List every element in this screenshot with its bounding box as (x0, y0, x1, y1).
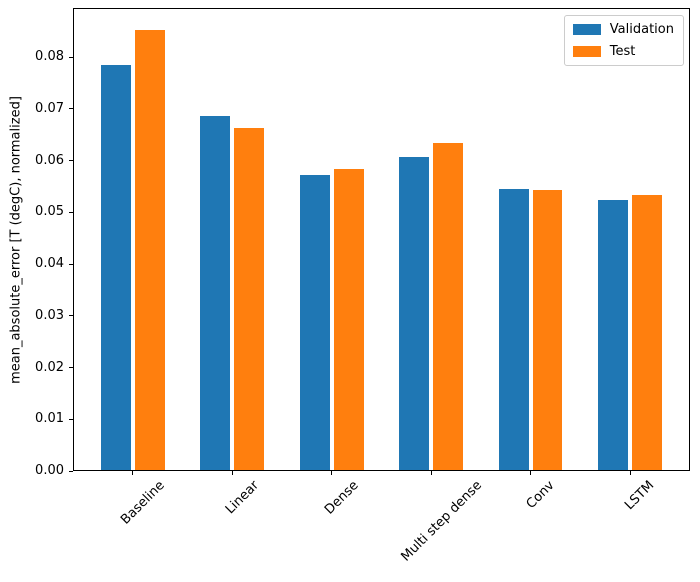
legend: Validation Test (563, 15, 684, 66)
y-tick-label: 0.02 (35, 359, 64, 375)
bar-test-dense (333, 169, 364, 470)
y-axis-label: mean_absolute_error [T (degC), normalize… (8, 96, 24, 384)
bar-validation-lstm (598, 199, 629, 470)
bar-test-conv (532, 190, 563, 470)
y-tick-label: 0.05 (35, 204, 64, 220)
y-tick-mark (69, 56, 73, 58)
bar-test-lstm (632, 194, 662, 470)
bar-test-linear (234, 127, 265, 470)
x-tick-mark (530, 471, 532, 475)
y-tick-label: 0.03 (35, 307, 64, 323)
legend-label: Validation (609, 22, 674, 37)
x-tick-label-linear: Linear (223, 478, 263, 518)
legend-swatch-icon (572, 46, 601, 57)
bar-validation-dense (299, 174, 330, 470)
x-tick-mark (430, 471, 432, 475)
x-tick-label-multi-step-dense: Multi step dense (398, 478, 486, 565)
bar-validation-baseline (101, 64, 131, 470)
x-tick-mark (132, 471, 134, 475)
y-tick-mark (69, 367, 73, 369)
y-tick-mark (69, 263, 73, 265)
y-tick-mark (69, 418, 73, 420)
y-tick-mark (69, 160, 73, 162)
legend-item-validation: Validation (572, 22, 674, 37)
y-tick-mark (69, 315, 73, 317)
y-tick-label: 0.01 (35, 411, 64, 427)
plot-area: Validation Test (73, 8, 690, 471)
y-tick-mark (69, 211, 73, 213)
bar-test-baseline (134, 30, 165, 470)
y-tick-label: 0.00 (35, 463, 64, 478)
bar-validation-linear (200, 115, 231, 470)
y-tick-label: 0.08 (35, 49, 64, 65)
y-tick-mark (69, 470, 73, 472)
bar-validation-conv (498, 188, 529, 470)
legend-item-test: Test (572, 44, 674, 59)
y-tick-label: 0.04 (35, 256, 64, 272)
x-tick-mark (331, 471, 333, 475)
x-tick-label-lstm: LSTM (622, 478, 658, 514)
bar-test-multi-step-dense (433, 143, 464, 470)
legend-swatch-icon (572, 24, 601, 35)
y-tick-label: 0.07 (35, 100, 64, 116)
x-tick-mark (629, 471, 631, 475)
y-tick-mark (69, 108, 73, 110)
bar-validation-multi-step-dense (399, 156, 430, 470)
x-tick-label-dense: Dense (322, 478, 362, 518)
legend-label: Test (609, 44, 636, 59)
x-tick-mark (231, 471, 233, 475)
x-tick-label-baseline: Baseline (118, 478, 169, 528)
x-tick-label-conv: Conv (523, 478, 558, 512)
y-tick-label: 0.06 (35, 152, 64, 168)
